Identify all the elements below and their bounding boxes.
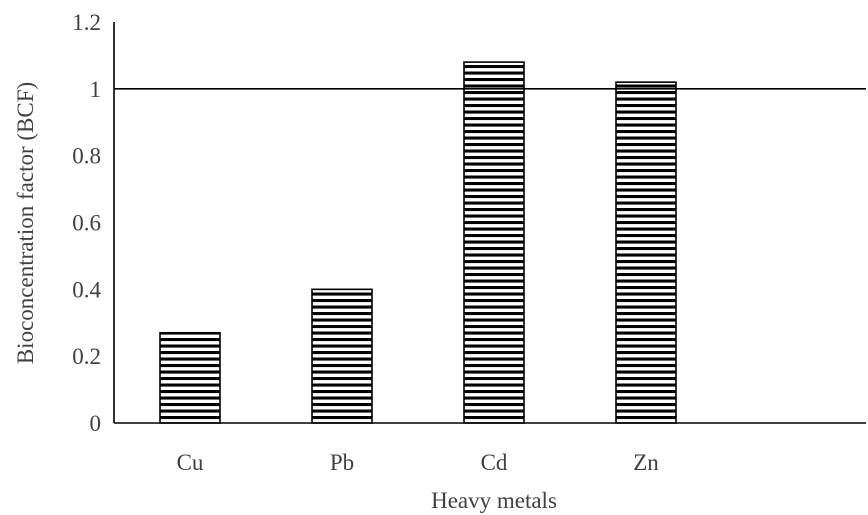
- x-tick-label-zn: Zn: [633, 450, 659, 475]
- y-tick-label: 0.4: [72, 277, 101, 302]
- y-tick-label: 0: [90, 411, 102, 436]
- x-tick-label-cd: Cd: [481, 450, 508, 475]
- bars: [159, 61, 677, 424]
- x-tick-label-pb: Pb: [330, 450, 354, 475]
- y-tick-label: 0.8: [72, 144, 101, 169]
- y-tick-label: 1.2: [72, 10, 101, 35]
- y-axis-title: Bioconcentration factor (BCF): [13, 82, 38, 364]
- bar-cd: [463, 61, 525, 424]
- bar-pb: [311, 288, 373, 424]
- y-tick-label: 1: [90, 77, 102, 102]
- bar-cu: [159, 331, 221, 424]
- bar-zn: [615, 81, 677, 424]
- y-tick-label: 0.6: [72, 211, 101, 236]
- x-axis-tick-labels: Cu Pb Cd Zn: [177, 450, 660, 475]
- x-axis-title: Heavy metals: [431, 488, 557, 513]
- x-tick-label-cu: Cu: [177, 450, 204, 475]
- y-tick-label: 0.2: [72, 344, 101, 369]
- y-axis-tick-labels: 0 0.2 0.4 0.6 0.8 1 1.2: [72, 10, 101, 436]
